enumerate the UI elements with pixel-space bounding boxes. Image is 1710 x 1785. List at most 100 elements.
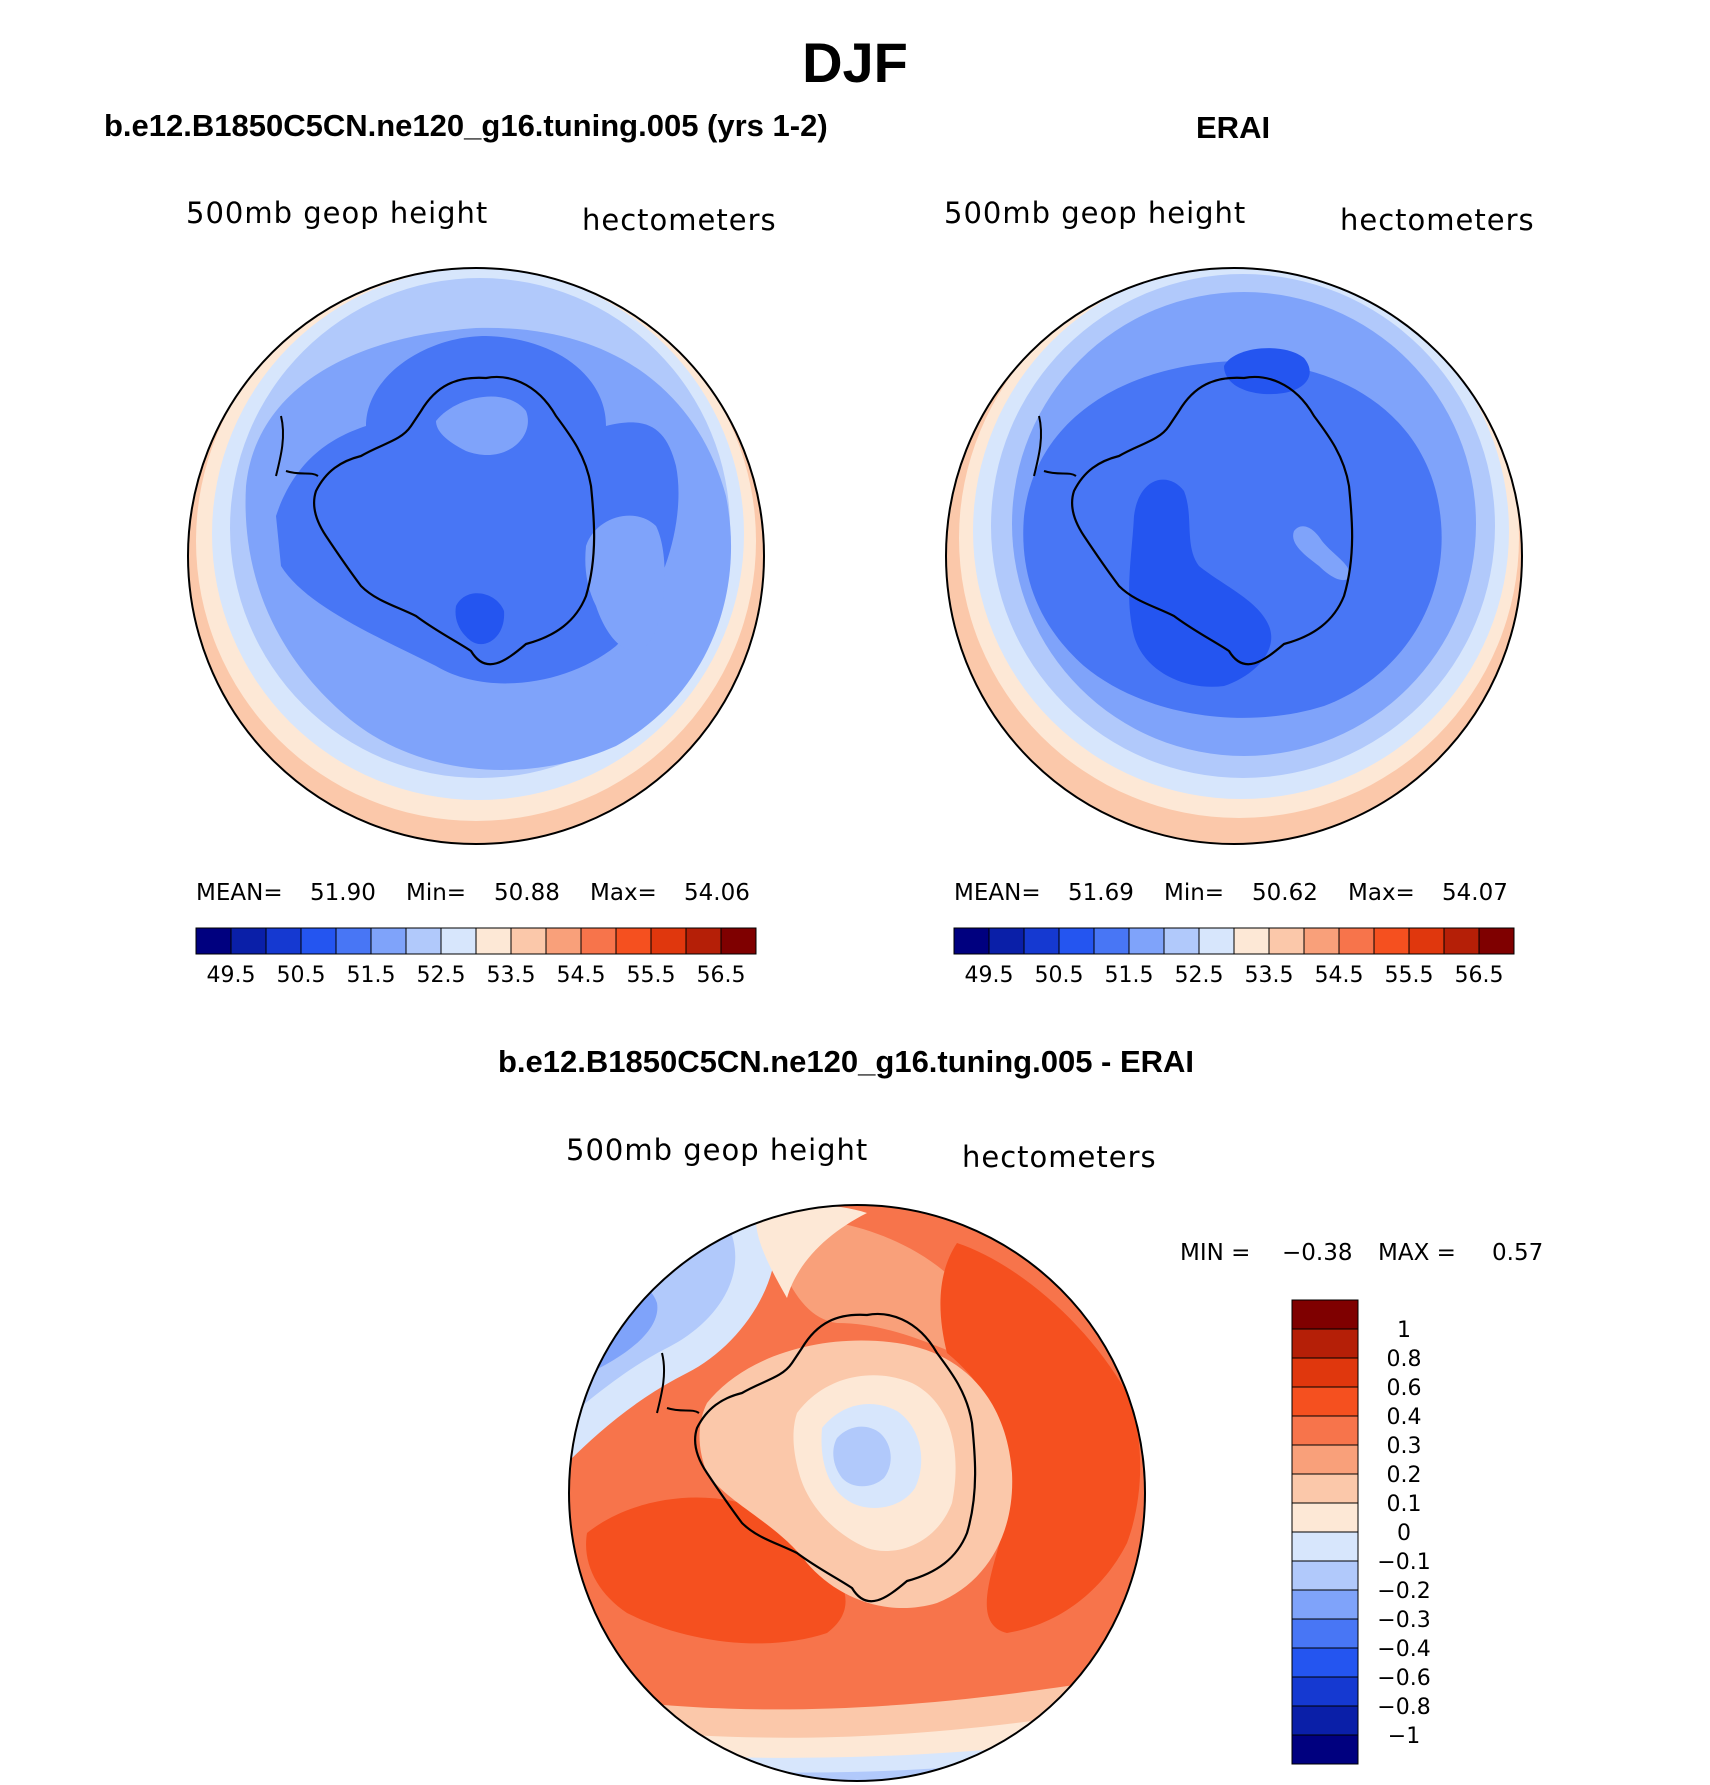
obs-colorbar-tick-label: 51.5 <box>1105 963 1154 988</box>
diff-max-value: 0.57 <box>1492 1240 1544 1266</box>
diff-colorbar-swatch <box>1291 1328 1359 1359</box>
model-units-label: hectometers <box>582 203 777 237</box>
diff-colorbar-tick-label: 0.4 <box>1387 1405 1422 1430</box>
diff-panel-title: b.e12.B1850C5CN.ne120_g16.tuning.005 - E… <box>498 1044 1195 1079</box>
model-colorbar-swatch <box>265 927 302 955</box>
diff-colorbar-swatch <box>1291 1299 1359 1330</box>
obs-colorbar-swatch <box>988 927 1025 955</box>
model-colorbar-tick-label: 50.5 <box>277 963 326 988</box>
diff-map <box>568 1204 1146 1782</box>
diff-colorbar-swatch <box>1291 1618 1359 1649</box>
obs-colorbar-swatch <box>1443 927 1480 955</box>
diff-colorbar-swatch <box>1291 1502 1359 1533</box>
obs-colorbar-tick-label: 50.5 <box>1035 963 1084 988</box>
obs-colorbar-swatch <box>1408 927 1445 955</box>
diff-colorbar-swatch <box>1291 1444 1359 1475</box>
obs-colorbar-swatch <box>1093 927 1130 955</box>
diff-colorbar-tick-label: −0.8 <box>1377 1695 1430 1720</box>
diff-colorbar: 1 0.8 0.6 0.4 0.3 0.2 0.1 0 −0.1 −0.2 −0.3 −0.4 −0.6… <box>1291 1299 1431 1765</box>
model-min-value: 50.88 <box>494 880 560 906</box>
diff-colorbar-tick-label: 0.3 <box>1387 1434 1422 1459</box>
diff-colorbar-tick-label: −0.1 <box>1377 1550 1430 1575</box>
diff-colorbar-swatch <box>1291 1560 1359 1591</box>
obs-colorbar-swatch <box>1338 927 1375 955</box>
obs-colorbar-tick-label: 49.5 <box>965 963 1014 988</box>
model-colorbar-swatch <box>300 927 337 955</box>
model-colorbar-swatch <box>195 927 232 955</box>
model-max-value: 54.06 <box>684 880 750 906</box>
model-colorbar-swatch <box>230 927 267 955</box>
model-min-label: Min= <box>406 880 467 906</box>
obs-colorbar-swatch <box>953 927 990 955</box>
diff-max-label: MAX = <box>1378 1240 1456 1266</box>
obs-colorbar-swatch <box>1233 927 1270 955</box>
model-map <box>187 267 765 845</box>
model-colorbar-swatch <box>405 927 442 955</box>
model-colorbar-swatch <box>720 927 757 955</box>
model-mean-label: MEAN= <box>196 880 283 906</box>
obs-colorbar: 49.5 50.5 51.5 52.5 53.5 54.5 55.5 56.5 <box>953 927 1515 988</box>
diff-colorbar-tick-label: −0.6 <box>1377 1666 1430 1691</box>
diff-min-label: MIN = <box>1180 1240 1251 1266</box>
model-colorbar-tick-label: 56.5 <box>697 963 746 988</box>
obs-min-value: 50.62 <box>1252 880 1318 906</box>
obs-colorbar-tick-label: 53.5 <box>1245 963 1294 988</box>
model-colorbar-swatch <box>510 927 547 955</box>
model-colorbar-swatch <box>335 927 372 955</box>
model-colorbar-tick-label: 51.5 <box>347 963 396 988</box>
obs-max-value: 54.07 <box>1442 880 1508 906</box>
model-colorbar-tick-label: 53.5 <box>487 963 536 988</box>
diff-colorbar-swatch <box>1291 1589 1359 1620</box>
obs-map <box>945 267 1523 845</box>
obs-mean-label: MEAN= <box>954 880 1041 906</box>
model-colorbar: 49.5 50.5 51.5 52.5 53.5 54.5 55.5 56.5 <box>195 927 757 988</box>
diff-colorbar-swatch <box>1291 1676 1359 1707</box>
diff-units-label: hectometers <box>962 1140 1157 1174</box>
obs-colorbar-swatch <box>1303 927 1340 955</box>
diff-colorbar-swatch <box>1291 1531 1359 1562</box>
obs-colorbar-tick-label: 52.5 <box>1175 963 1224 988</box>
obs-colorbar-swatch <box>1373 927 1410 955</box>
obs-colorbar-swatch <box>1198 927 1235 955</box>
diff-colorbar-tick-label: 1 <box>1397 1318 1411 1343</box>
model-colorbar-tick-label: 52.5 <box>417 963 466 988</box>
model-colorbar-swatch <box>475 927 512 955</box>
obs-colorbar-swatch <box>1023 927 1060 955</box>
diff-colorbar-swatch <box>1291 1386 1359 1417</box>
model-colorbar-tick-label: 54.5 <box>557 963 606 988</box>
obs-variable-label: 500mb geop height <box>944 196 1247 230</box>
diff-colorbar-tick-label: 0.6 <box>1387 1376 1422 1401</box>
model-colorbar-swatch <box>545 927 582 955</box>
obs-max-label: Max= <box>1348 880 1415 906</box>
obs-colorbar-swatch <box>1163 927 1200 955</box>
model-max-label: Max= <box>590 880 657 906</box>
obs-colorbar-swatch <box>1478 927 1515 955</box>
diff-variable-label: 500mb geop height <box>566 1133 869 1167</box>
obs-mean-value: 51.69 <box>1068 880 1134 906</box>
diff-colorbar-swatch <box>1291 1734 1359 1765</box>
model-colorbar-swatch <box>580 927 617 955</box>
model-colorbar-swatch <box>685 927 722 955</box>
model-mean-value: 51.90 <box>310 880 376 906</box>
obs-units-label: hectometers <box>1340 203 1535 237</box>
model-colorbar-swatch <box>615 927 652 955</box>
diff-colorbar-swatch <box>1291 1415 1359 1446</box>
diff-colorbar-swatch <box>1291 1647 1359 1678</box>
diff-colorbar-swatch <box>1291 1473 1359 1504</box>
model-panel-title: b.e12.B1850C5CN.ne120_g16.tuning.005 (yr… <box>104 108 828 143</box>
obs-panel-title: ERAI <box>1196 110 1271 145</box>
diff-colorbar-swatch <box>1291 1705 1359 1736</box>
model-colorbar-swatch <box>370 927 407 955</box>
model-colorbar-swatch <box>650 927 687 955</box>
obs-min-label: Min= <box>1164 880 1225 906</box>
model-colorbar-tick-label: 49.5 <box>207 963 256 988</box>
obs-colorbar-tick-label: 56.5 <box>1455 963 1504 988</box>
diff-colorbar-tick-label: 0 <box>1397 1521 1411 1546</box>
diff-colorbar-tick-label: 0.2 <box>1387 1463 1422 1488</box>
diff-colorbar-tick-label: −1 <box>1388 1724 1420 1749</box>
obs-colorbar-swatch <box>1128 927 1165 955</box>
diff-colorbar-tick-label: 0.8 <box>1387 1347 1422 1372</box>
diff-colorbar-tick-label: 0.1 <box>1387 1492 1422 1517</box>
diff-colorbar-tick-label: −0.3 <box>1377 1608 1430 1633</box>
obs-colorbar-tick-label: 54.5 <box>1315 963 1364 988</box>
